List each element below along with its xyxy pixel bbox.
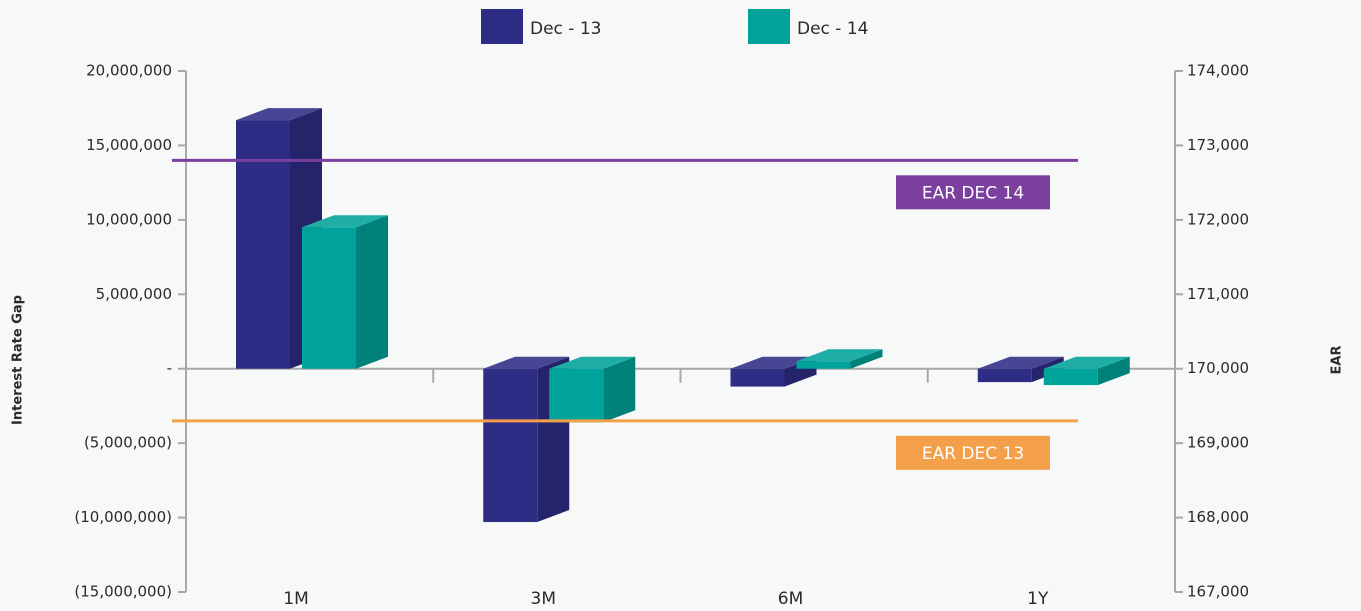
bar-top — [549, 356, 636, 369]
bar — [1043, 368, 1098, 386]
x-tick-label: 6M — [778, 589, 803, 609]
bar-side — [603, 356, 636, 423]
bar-side — [850, 349, 883, 369]
legend-label: Dec - 14 — [797, 19, 868, 39]
legend-swatch — [748, 9, 790, 44]
x-tick-label: 1M — [283, 589, 308, 609]
reference-label: EAR DEC 13 — [922, 444, 1024, 464]
bar — [302, 227, 356, 369]
bar-side — [1097, 356, 1130, 386]
x-tick-label: 1Y — [1027, 589, 1049, 609]
reference-label-box — [896, 435, 1050, 470]
x-tick-label: 3M — [531, 589, 556, 609]
y2-tick-label: 174,000 — [1187, 62, 1249, 80]
bar-top — [796, 349, 883, 362]
bar — [977, 368, 1032, 383]
bar — [549, 368, 604, 423]
y-tick-label: 15,000,000 — [86, 136, 172, 154]
y2-tick-label: 172,000 — [1187, 210, 1249, 228]
y-tick-label: 20,000,000 — [86, 62, 172, 80]
y2-axis-title: EAR — [1330, 346, 1345, 375]
y2-tick-label: 167,000 — [1187, 583, 1249, 601]
bar-top — [236, 108, 322, 121]
bar — [236, 120, 290, 369]
y-tick-label: 10,000,000 — [86, 210, 172, 228]
y-axis-title: Interest Rate Gap — [11, 295, 26, 425]
y2-tick-label: 171,000 — [1187, 285, 1249, 303]
bar — [730, 368, 785, 387]
reference-label-box — [896, 175, 1050, 210]
reference-label: EAR DEC 14 — [922, 183, 1024, 203]
bar-side — [356, 215, 388, 369]
y2-tick-label: 169,000 — [1187, 434, 1249, 452]
bar-top — [302, 215, 388, 228]
bar — [796, 361, 851, 369]
y-tick-label: (5,000,000) — [84, 434, 172, 452]
y2-tick-label: 170,000 — [1187, 359, 1249, 377]
bar-top — [977, 356, 1064, 369]
legend-label: Dec - 13 — [530, 19, 601, 39]
bar-top — [1043, 356, 1130, 369]
y2-tick-label: 173,000 — [1187, 136, 1249, 154]
bar — [483, 368, 538, 523]
y-tick-label: (15,000,000) — [74, 583, 172, 601]
y-tick-label: - — [167, 359, 172, 377]
legend-swatch — [481, 9, 523, 44]
y2-tick-label: 168,000 — [1187, 508, 1249, 526]
y-tick-label: 5,000,000 — [96, 285, 172, 303]
bar-top — [483, 356, 570, 369]
bar-top — [730, 356, 817, 369]
y-tick-label: (10,000,000) — [74, 508, 172, 526]
